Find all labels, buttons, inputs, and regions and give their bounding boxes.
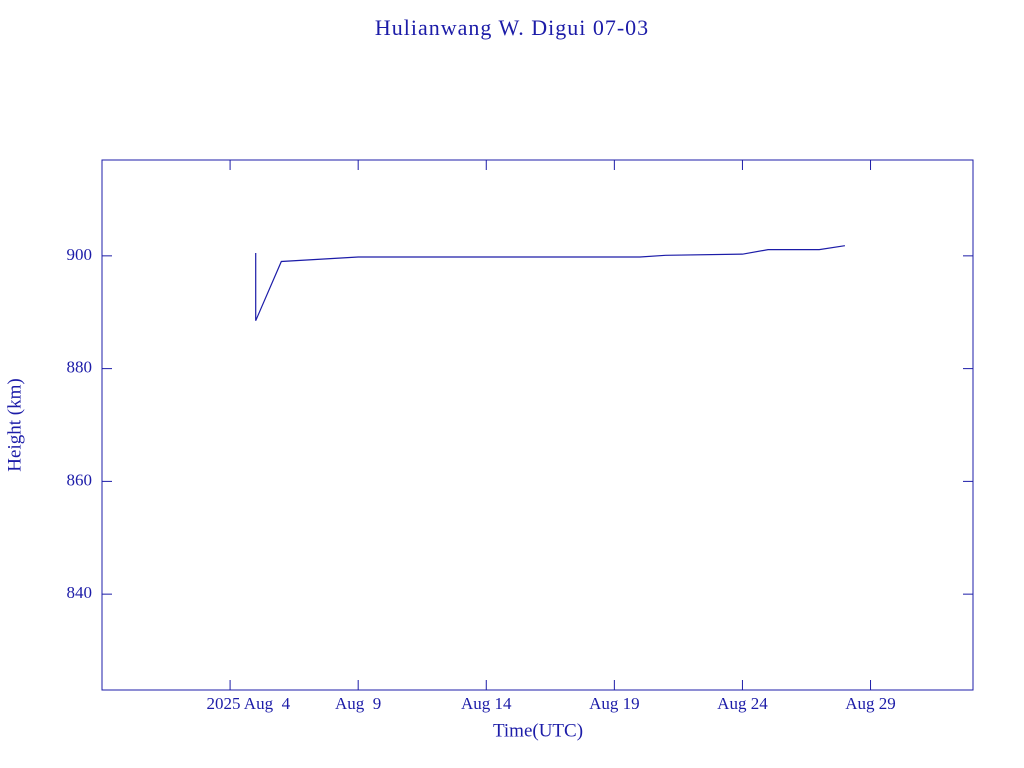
y-tick-label: 880 [67,358,93,377]
y-tick-label: 840 [67,583,93,602]
y-tick-label: 860 [67,470,93,489]
x-tick-label: Aug 24 [717,694,768,713]
x-axis-title: Time(UTC) [493,720,583,741]
x-tick-label: Aug 14 [461,694,512,713]
y-axis-title: Height (km) [4,378,25,471]
chart-title: Hulianwang W. Digui 07-03 [375,15,649,40]
y-tick-label: 900 [67,245,93,264]
x-tick-label: 2025 Aug 4 [206,694,290,713]
x-tick-label: Aug 9 [335,694,381,713]
data-line [255,245,846,321]
x-tick-label: Aug 29 [845,694,896,713]
plot-frame [101,159,974,691]
x-tick-label: Aug 19 [589,694,640,713]
